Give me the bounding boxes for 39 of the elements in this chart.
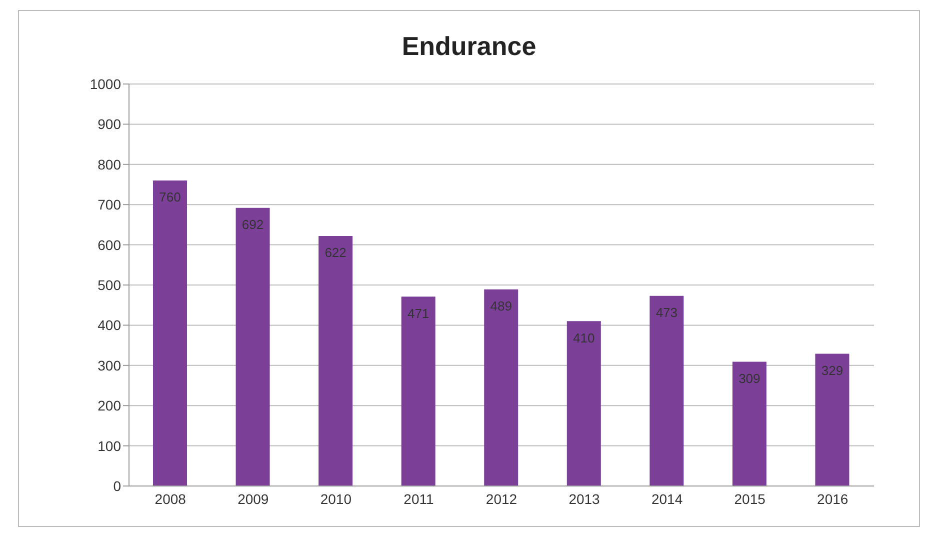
bar	[236, 208, 270, 486]
data-label: 309	[738, 371, 760, 386]
y-tick-label: 700	[98, 196, 122, 213]
bar	[566, 321, 601, 486]
data-label: 489	[490, 298, 512, 314]
data-label: 329	[821, 362, 844, 378]
y-tick-label: 600	[98, 236, 122, 253]
x-tick-label: 2009	[238, 490, 269, 507]
bar	[484, 289, 518, 486]
y-tick-label: 400	[98, 317, 122, 334]
x-tick-label: 2013	[568, 490, 600, 507]
y-tick-label: 500	[98, 276, 122, 293]
y-tick-label: 200	[98, 398, 122, 414]
bar	[401, 296, 436, 486]
x-tick-label: 2016	[817, 490, 848, 507]
data-label: 692	[242, 217, 264, 232]
data-label: 622	[324, 245, 346, 260]
y-tick-label: 100	[98, 438, 122, 454]
x-tick-label: 2008	[154, 490, 186, 507]
y-tick-label: 800	[98, 156, 122, 172]
bar	[815, 354, 850, 486]
y-tick-label: 1000	[90, 76, 122, 92]
bar	[153, 180, 187, 486]
x-tick-label: 2015	[734, 490, 766, 507]
x-tick-label: 2011	[404, 490, 434, 507]
x-tick-label: 2012	[486, 490, 518, 507]
chart-title: Endurance	[400, 31, 538, 62]
bar	[650, 296, 684, 486]
data-label: 760	[159, 190, 181, 205]
bar	[318, 236, 353, 486]
y-tick-label: 900	[98, 116, 122, 132]
data-label: 471	[407, 306, 430, 321]
x-tick-label: 2010	[320, 490, 352, 507]
y-tick-label: 300	[98, 357, 122, 374]
data-label: 473	[656, 305, 678, 320]
y-tick-label: 0	[113, 478, 122, 494]
bar	[732, 362, 766, 486]
x-tick-label: 2014	[651, 490, 683, 507]
data-label: 410	[573, 330, 595, 346]
